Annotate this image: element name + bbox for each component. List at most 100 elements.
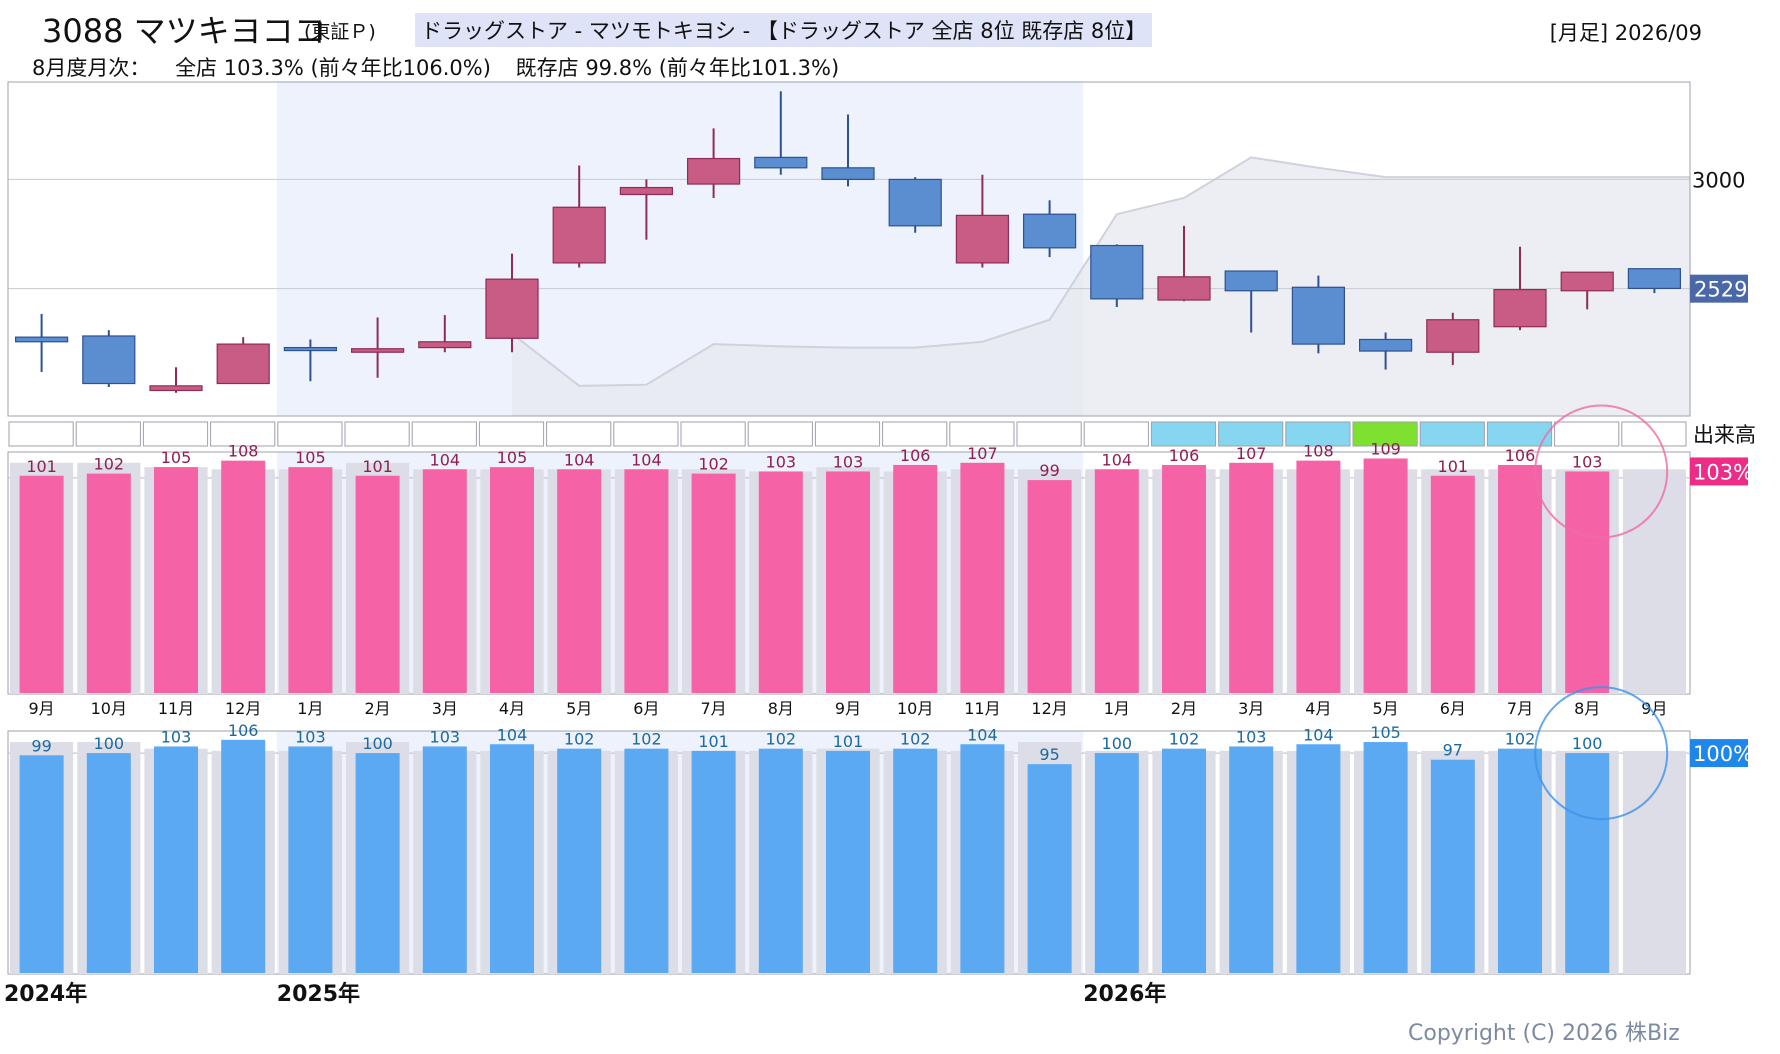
bar-value-label: 103 [430,727,461,746]
bar-value-label: 105 [295,448,326,467]
candle-body [1493,288,1547,328]
candle-body [1157,276,1211,301]
summary-all-store: 全店 103.3% (前々年比106.0%) [175,56,491,80]
bar [422,469,467,693]
bar [154,467,198,693]
bar-value-label: 106 [900,446,931,465]
全店-badge-bg [1690,457,1748,486]
volume-cell [1150,421,1217,447]
month-label: 5月 [566,699,592,718]
price-badge-bg [1690,274,1748,303]
candle-body [216,343,270,385]
bar-value-label: 100 [1102,734,1133,753]
bar [355,753,400,973]
month-label: 4月 [499,699,525,718]
bar-value-label: 104 [564,450,595,469]
candle-body [485,278,539,339]
candle-body [619,186,674,196]
bar [490,467,534,693]
bar [557,748,602,973]
bar [691,473,736,693]
volume-cell [1016,421,1082,447]
volume-cell [1083,421,1149,447]
month-label: 9月 [1641,699,1667,718]
month-label: 2月 [365,699,391,718]
bar-value-label: 95 [1039,745,1059,764]
bar [221,460,266,693]
month-label: 11月 [158,699,194,718]
bar [1430,475,1475,693]
candle-body [1426,319,1480,353]
bar-value-label: 101 [362,457,393,476]
volume-cell [277,421,343,447]
bar [826,471,870,693]
month-label: 9月 [835,699,861,718]
bar-value-label: 105 [161,448,192,467]
month-label: 12月 [1031,699,1067,718]
candle-body [754,156,808,169]
bar-value-label: 99 [1039,461,1059,480]
candle-body [1560,271,1614,292]
bar-value-label: 102 [1169,730,1200,749]
candle-body [888,178,942,227]
bar-value-label: 109 [1370,439,1401,458]
bar [1094,753,1139,973]
bar [355,475,400,693]
bar [154,746,198,973]
volume-cell [1486,421,1553,447]
bar-value-label: 100 [94,734,125,753]
month-label: 5月 [1373,699,1399,718]
volume-cell [8,421,74,447]
bar-value-label: 104 [967,725,998,744]
bar-value-label: 106 [228,721,259,740]
candle-body [1291,286,1346,345]
year-label: 2026年 [1083,981,1166,1007]
volume-cell [546,421,612,447]
bar [1027,480,1072,693]
price-panel-border [7,81,1691,417]
bar-value-label: 107 [1236,444,1267,463]
bar [960,744,1005,973]
summary-existing-store: 既存店 99.8% (前々年比101.3%) [515,56,840,80]
bar [960,462,1005,693]
candle-body [955,214,1010,264]
price-tick-3000: 3000 [1692,168,1745,192]
bar [1565,471,1610,693]
bar [288,746,333,973]
volume-cell [142,421,209,447]
year-2025-shade [276,452,1084,694]
bar-value-label: 101 [1438,457,1469,476]
bar [1430,759,1475,973]
volume-cell [1352,421,1418,447]
candle-body [1627,268,1682,290]
market-label: (東証Ｐ) [304,21,376,43]
month-label: 1月 [297,699,323,718]
bar [624,469,669,693]
bar-value-label: 97 [1443,741,1463,760]
month-label: 6月 [633,699,659,718]
month-label: 7月 [701,699,727,718]
bar-value-label: 106 [1505,446,1536,465]
bar-value-label: 108 [1303,442,1334,461]
summary-label: 8月度月次： [32,56,151,80]
bar-value-label: 104 [497,725,528,744]
全店-badge: 103% [1693,460,1753,484]
bar-value-label: 104 [1102,450,1133,469]
bar-value-label: 105 [497,448,528,467]
bar-value-label: 102 [564,730,595,749]
bar-value-label: 108 [228,442,259,461]
month-label: 7月 [1507,699,1533,718]
bar [1363,458,1408,693]
volume-cell [613,421,679,447]
volume-cell [75,421,141,447]
copyright: Copyright (C) 2026 株Biz [1408,1021,1680,1046]
prev-year-bar [1622,469,1686,694]
bar [221,739,266,973]
candle-body [1090,244,1144,300]
bar-value-label: 103 [833,452,864,471]
bar [1162,464,1206,693]
candle-body [552,206,606,264]
bar [86,753,131,973]
volume-cell [747,421,813,447]
volume-cell [1218,421,1284,447]
